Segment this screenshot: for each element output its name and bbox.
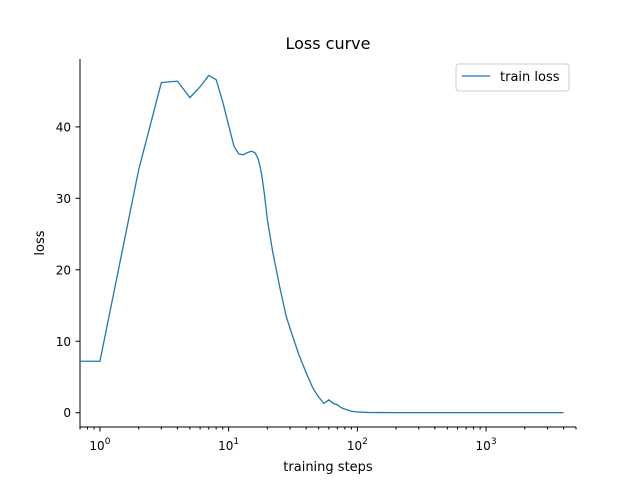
x-tick-label-base: 10: [476, 439, 491, 453]
y-tick-label: 0: [63, 406, 71, 420]
y-tick-label: 30: [56, 192, 71, 206]
legend-box: [455, 63, 570, 92]
x-tick-label: 100: [89, 437, 110, 453]
y-tick-label: 10: [56, 335, 71, 349]
y-tick-label: 20: [56, 263, 71, 277]
chart-title: Loss curve: [285, 34, 370, 53]
y-axis-label: loss: [33, 230, 48, 255]
x-tick-label: 101: [218, 437, 239, 453]
x-tick-label: 103: [476, 437, 497, 453]
x-tick-label-base: 10: [89, 439, 104, 453]
train-loss-line: [80, 74, 564, 414]
legend: train loss: [455, 63, 570, 92]
x-tick-label-exponent: 2: [362, 437, 368, 447]
y-tick-label: 40: [56, 120, 71, 134]
x-tick-label-exponent: 0: [105, 437, 111, 447]
x-tick-label: 102: [347, 437, 368, 453]
x-tick-label-exponent: 1: [233, 437, 239, 447]
x-tick-label-base: 10: [347, 439, 362, 453]
x-axis-label: training steps: [283, 460, 373, 475]
x-tick-label-exponent: 3: [491, 437, 497, 447]
x-tick-label-base: 10: [218, 439, 233, 453]
legend-label-train-loss: train loss: [500, 70, 560, 85]
